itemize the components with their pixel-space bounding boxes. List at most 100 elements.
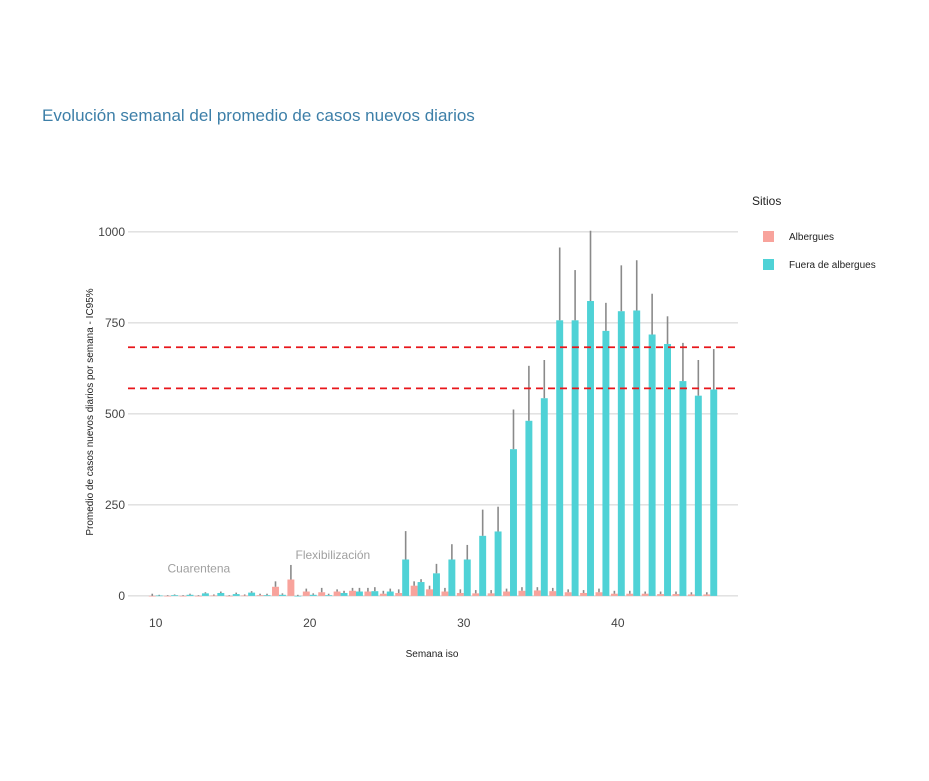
bars xyxy=(148,301,718,597)
bar-albergues-week-42 xyxy=(641,593,649,596)
legend-title: Sitios xyxy=(752,194,781,208)
bar-albergues-week-43 xyxy=(657,594,665,596)
bar-fuera-de-albergues-week-17 xyxy=(263,595,271,596)
bar-albergues-week-32 xyxy=(487,593,495,596)
bar-fuera-de-albergues-week-38 xyxy=(587,301,594,596)
bar-albergues-week-29 xyxy=(441,591,449,596)
bar-albergues-week-46 xyxy=(703,594,711,596)
legend-label-fuera-de-albergues: Fuera de albergues xyxy=(789,260,876,271)
bar-fuera-de-albergues-week-21 xyxy=(325,595,333,596)
bar-albergues-week-25 xyxy=(379,593,387,596)
bar-albergues-week-41 xyxy=(626,593,634,596)
bar-fuera-de-albergues-week-41 xyxy=(633,310,641,596)
bar-fuera-de-albergues-week-46 xyxy=(710,389,718,596)
bar-fuera-de-albergues-week-30 xyxy=(463,559,471,596)
bar-fuera-de-albergues-week-44 xyxy=(679,381,687,596)
bar-fuera-de-albergues-week-43 xyxy=(664,343,671,596)
bar-albergues-week-31 xyxy=(472,593,480,596)
legend: Sitios Albergues Fuera de albergues xyxy=(752,194,876,271)
bar-fuera-de-albergues-week-15 xyxy=(232,594,240,596)
bar-albergues-week-14 xyxy=(210,595,218,597)
bar-albergues-week-15 xyxy=(225,595,233,597)
bar-albergues-week-36 xyxy=(549,591,557,596)
bar-albergues-week-30 xyxy=(456,592,464,596)
bar-fuera-de-albergues-week-14 xyxy=(217,592,225,596)
bar-albergues-week-45 xyxy=(687,594,695,596)
y-tick-label: 0 xyxy=(118,589,125,603)
x-tick-label: 40 xyxy=(611,616,625,630)
bar-fuera-de-albergues-week-11 xyxy=(171,595,179,596)
x-tick-label: 10 xyxy=(149,616,163,630)
bar-fuera-de-albergues-week-28 xyxy=(433,573,440,596)
bar-albergues-week-34 xyxy=(518,590,526,596)
bar-albergues-week-11 xyxy=(164,595,172,597)
bar-albergues-week-20 xyxy=(302,591,310,596)
legend-swatch-albergues xyxy=(763,231,774,242)
bar-albergues-week-35 xyxy=(533,590,541,596)
bar-fuera-de-albergues-week-42 xyxy=(648,334,656,596)
bar-fuera-de-albergues-week-39 xyxy=(602,330,610,596)
tick-labels: 0 250 500 750 1000 10 20 30 40 xyxy=(98,225,625,630)
bar-albergues-week-18 xyxy=(272,586,279,596)
annotation-flexibilización: Flexibilización xyxy=(296,548,371,562)
bar-fuera-de-albergues-week-25 xyxy=(386,591,394,596)
bar-fuera-de-albergues-week-36 xyxy=(556,320,564,596)
bar-albergues-week-27 xyxy=(410,585,418,596)
legend-swatch-fuera-de-albergues xyxy=(763,259,774,270)
bar-fuera-de-albergues-week-27 xyxy=(417,582,425,596)
bar-fuera-de-albergues-week-13 xyxy=(201,593,209,596)
bar-albergues-week-13 xyxy=(195,595,202,597)
x-axis-title: Semana iso xyxy=(406,649,459,660)
y-axis-title: Promedio de casos nuevos diarios por sem… xyxy=(85,288,96,535)
bar-albergues-week-10 xyxy=(148,595,156,597)
bar-fuera-de-albergues-week-29 xyxy=(448,559,456,596)
bar-fuera-de-albergues-week-35 xyxy=(540,398,548,596)
bar-albergues-week-21 xyxy=(318,592,326,596)
bar-fuera-de-albergues-week-10 xyxy=(155,595,163,597)
y-tick-label: 1000 xyxy=(98,225,125,239)
legend-label-albergues: Albergues xyxy=(789,232,834,243)
bar-fuera-de-albergues-week-34 xyxy=(525,420,533,596)
error-bars xyxy=(151,230,715,596)
bar-fuera-de-albergues-week-18 xyxy=(278,594,286,596)
annotation-cuarentena: Cuarentena xyxy=(167,562,230,576)
y-tick-label: 750 xyxy=(105,316,125,330)
annotations: Cuarentena Flexibilización xyxy=(167,548,370,575)
bar-albergues-week-37 xyxy=(564,592,572,596)
x-tick-label: 30 xyxy=(457,616,471,630)
bar-fuera-de-albergues-week-31 xyxy=(479,535,487,596)
bar-albergues-week-44 xyxy=(672,594,680,596)
bar-albergues-week-33 xyxy=(503,591,511,596)
bar-fuera-de-albergues-week-23 xyxy=(355,591,363,596)
bar-fuera-de-albergues-week-19 xyxy=(294,595,302,597)
bar-fuera-de-albergues-week-24 xyxy=(371,591,379,596)
bar-fuera-de-albergues-week-37 xyxy=(571,320,579,596)
y-tick-label: 250 xyxy=(105,498,125,512)
x-tick-label: 20 xyxy=(303,616,317,630)
bar-albergues-week-19 xyxy=(287,579,295,596)
bar-albergues-week-39 xyxy=(595,592,603,596)
bar-albergues-week-22 xyxy=(333,591,341,596)
bar-albergues-week-26 xyxy=(395,592,403,596)
bar-fuera-de-albergues-week-32 xyxy=(494,531,502,596)
bar-albergues-week-23 xyxy=(349,590,356,596)
bar-albergues-week-24 xyxy=(364,591,372,596)
bar-albergues-week-28 xyxy=(426,589,433,596)
gridlines xyxy=(128,231,738,597)
bar-fuera-de-albergues-week-16 xyxy=(248,592,256,596)
bar-albergues-week-16 xyxy=(241,595,249,597)
bar-albergues-week-17 xyxy=(256,595,264,596)
bar-albergues-week-12 xyxy=(179,595,187,597)
bar-fuera-de-albergues-week-20 xyxy=(309,594,317,596)
chart-title: Evolución semanal del promedio de casos … xyxy=(42,106,475,125)
bar-fuera-de-albergues-week-40 xyxy=(617,311,625,596)
y-tick-label: 500 xyxy=(105,407,125,421)
bar-fuera-de-albergues-week-22 xyxy=(340,592,348,596)
bar-fuera-de-albergues-week-26 xyxy=(402,559,410,596)
reference-lines xyxy=(128,346,738,390)
bar-albergues-week-40 xyxy=(610,593,618,596)
bar-fuera-de-albergues-week-45 xyxy=(694,395,702,596)
bar-fuera-de-albergues-week-33 xyxy=(510,449,517,596)
bar-fuera-de-albergues-week-12 xyxy=(186,594,194,596)
